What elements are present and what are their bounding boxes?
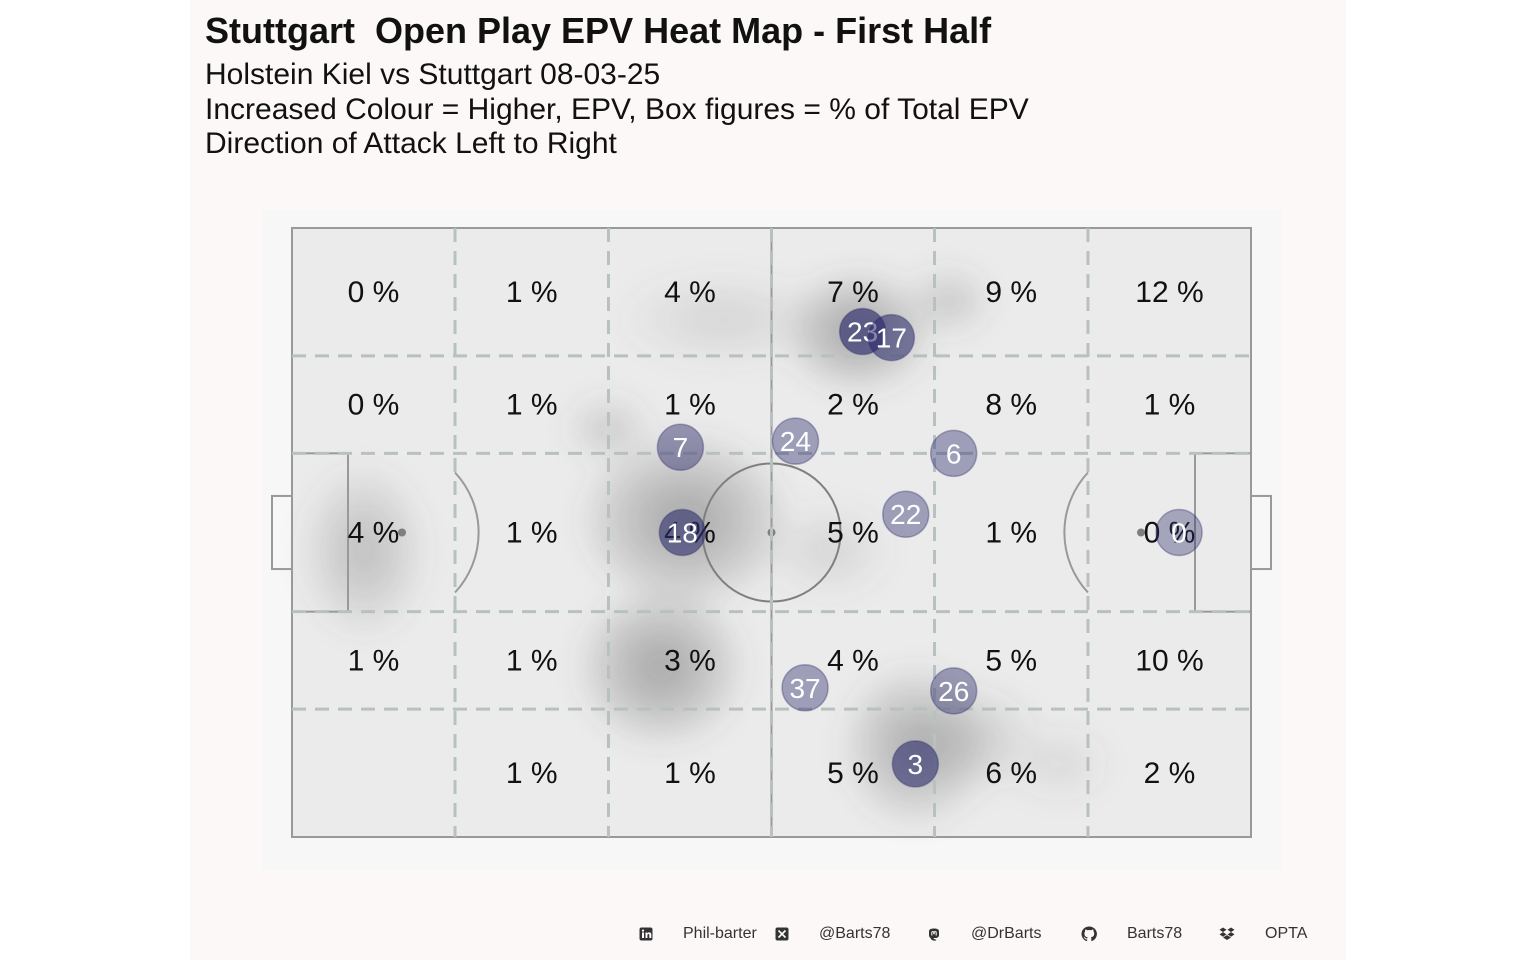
left-goal <box>271 494 293 571</box>
player-number: 18 <box>667 518 698 549</box>
player-marker <box>929 667 978 715</box>
zone-epv-label: 1 % <box>506 757 558 790</box>
zone-epv-label: 1 % <box>348 644 400 677</box>
x-twitter-icon <box>775 927 789 941</box>
player-marker <box>1155 508 1203 557</box>
caption-mastodon: @DrBarts <box>971 925 1042 942</box>
zone-epv-label: 4 % <box>664 276 716 309</box>
player-number: 0 <box>1171 518 1187 549</box>
chart-subtitle-line: Direction of Attack Left to Right <box>205 127 617 160</box>
heat-contour <box>958 722 998 757</box>
zone-epv-label: 4 % <box>348 517 400 550</box>
player-marker <box>656 423 705 471</box>
zone-epv-label: 1 % <box>664 389 716 422</box>
zone-epv-label: 2 % <box>827 389 879 422</box>
zone-epv-label: 6 % <box>985 757 1037 790</box>
caption-source: OPTA <box>1265 925 1308 942</box>
zone-epv-label: 1 % <box>664 757 716 790</box>
player-number: 37 <box>789 673 820 704</box>
player-marker <box>929 429 978 478</box>
zone-epv-label: 8 % <box>985 389 1037 422</box>
zone-epv-label: 1 % <box>1144 389 1196 422</box>
player-number: 24 <box>780 426 811 457</box>
heat-contour <box>935 290 962 312</box>
player-marker <box>891 740 940 788</box>
chart-subtitle-line: Increased Colour = Higher, EPV, Box figu… <box>205 93 1029 126</box>
player-number: 26 <box>938 676 969 707</box>
zone-epv-label: 7 % <box>827 276 879 309</box>
player-number: 17 <box>876 323 907 354</box>
caption-github: Barts78 <box>1127 925 1183 942</box>
zone-epv-label: 5 % <box>827 517 879 550</box>
player-marker <box>771 417 820 465</box>
player-number: 7 <box>673 432 689 463</box>
heat-contour <box>635 641 688 692</box>
linkedin-icon <box>639 927 653 941</box>
right-penalty-arc <box>1063 471 1089 594</box>
chart-title: Stuttgart Open Play EPV Heat Map - First… <box>205 10 992 51</box>
zone-epv-label: 5 % <box>827 757 879 790</box>
zone-epv-label: 9 % <box>985 276 1037 309</box>
caption-linkedin: Phil-barter <box>683 925 757 942</box>
mastodon-icon <box>929 928 939 941</box>
zone-epv-label: 1 % <box>506 644 558 677</box>
player-number: 6 <box>946 438 962 469</box>
player-marker <box>867 313 916 362</box>
heat-contour <box>1043 751 1076 776</box>
player-marker <box>658 508 707 557</box>
zone-epv-label: 0 % <box>1144 517 1196 550</box>
right-penalty-spot <box>1137 528 1145 537</box>
dropbox-icon <box>1219 927 1235 940</box>
zone-epv-label: 10 % <box>1135 644 1203 677</box>
player-marker <box>781 664 829 712</box>
right-goal <box>1250 494 1272 571</box>
zone-epv-label: 4 % <box>827 644 879 677</box>
player-number: 3 <box>908 749 924 780</box>
heat-contour <box>690 304 757 334</box>
player-number: 22 <box>890 499 921 530</box>
zone-epv-label: 1 % <box>506 276 558 309</box>
heat-contour <box>344 523 384 578</box>
zone-epv-label: 1 % <box>506 389 558 422</box>
github-icon <box>1081 926 1097 942</box>
zone-epv-label: 0 % <box>348 389 400 422</box>
left-penalty-spot <box>398 528 406 537</box>
zone-epv-label: 0 % <box>348 276 400 309</box>
player-marker <box>882 490 930 538</box>
zone-epv-label: 1 % <box>506 517 558 550</box>
zone-epv-label: 3 % <box>664 644 716 677</box>
caption-x-twitter: @Barts78 <box>819 925 891 942</box>
zone-epv-label: 2 % <box>1144 757 1196 790</box>
zone-epv-label: 1 % <box>985 517 1037 550</box>
chart-subtitle-line: Holstein Kiel vs Stuttgart 08-03-25 <box>205 58 661 91</box>
heat-contour <box>595 418 622 440</box>
left-penalty-arc <box>454 471 480 594</box>
zone-epv-label: 5 % <box>985 644 1037 677</box>
zone-epv-label: 12 % <box>1135 276 1203 309</box>
